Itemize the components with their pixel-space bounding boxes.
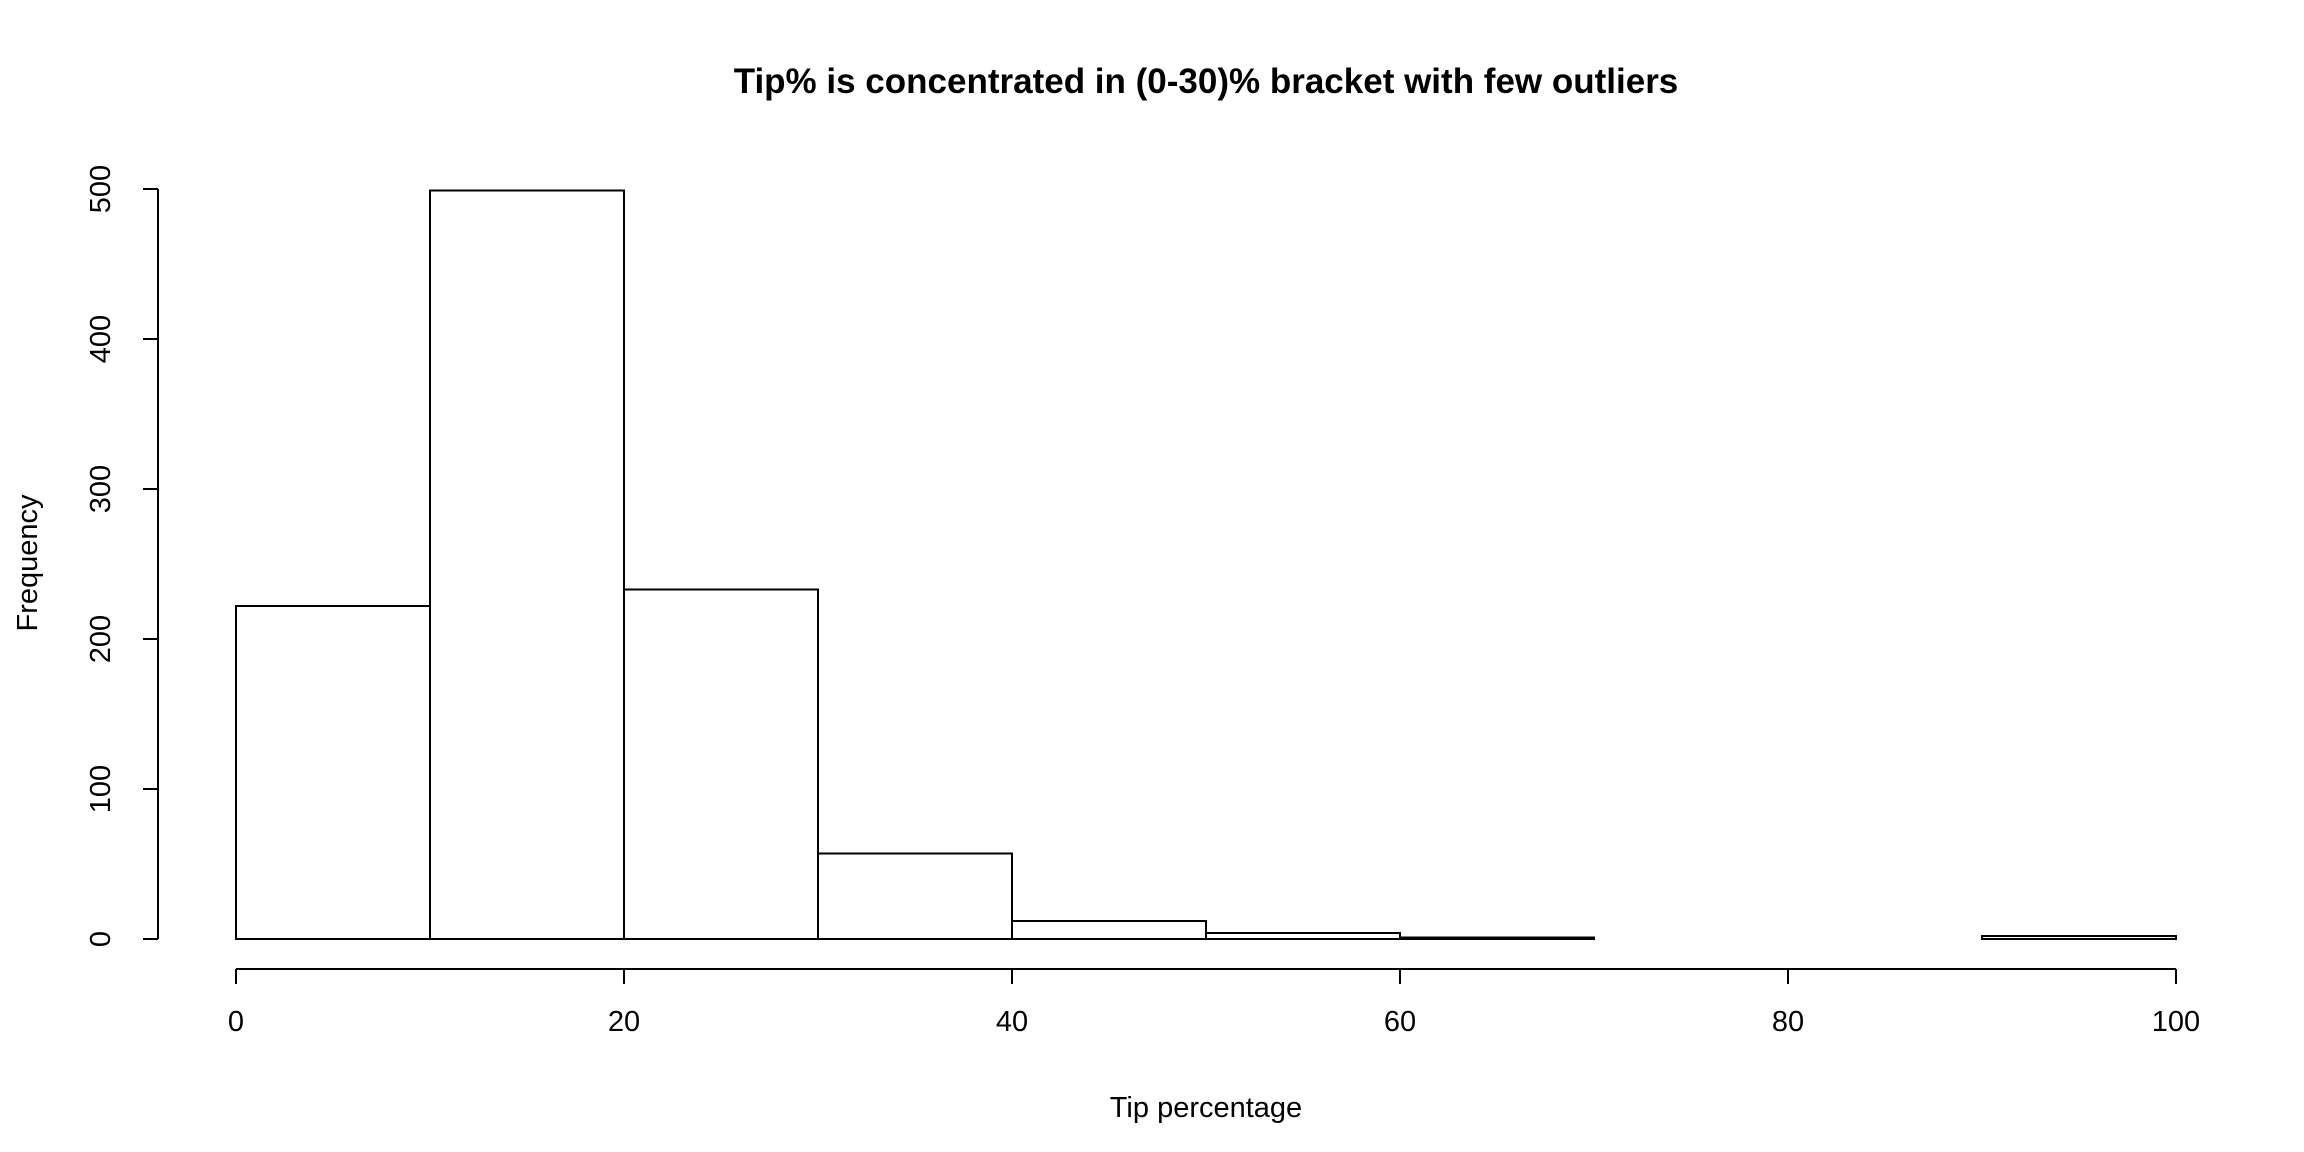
x-axis-title: Tip percentage xyxy=(1110,1092,1302,1124)
y-tick-label-3: 300 xyxy=(85,465,117,513)
x-tick-label-1: 20 xyxy=(608,1006,640,1038)
x-tick-label-2: 40 xyxy=(996,1006,1028,1038)
y-axis-title: Frequency xyxy=(12,494,44,632)
histogram-bar-0 xyxy=(235,605,431,940)
histogram-bar-2 xyxy=(623,588,819,940)
y-tick-label-4: 400 xyxy=(85,315,117,363)
histogram-bar-6 xyxy=(1399,936,1595,940)
histogram-bar-1 xyxy=(429,189,625,940)
y-axis: 0 100 200 300 400 500 xyxy=(85,165,159,947)
x-tick-label-4: 80 xyxy=(1772,1006,1804,1038)
bars-group xyxy=(235,189,2177,940)
chart-title: Tip% is concentrated in (0-30)% bracket … xyxy=(734,62,1679,101)
x-tick-label-0: 0 xyxy=(228,1006,244,1038)
x-tick-label-5: 100 xyxy=(2152,1006,2200,1038)
histogram-bar-3 xyxy=(817,852,1013,940)
y-tick-label-2: 200 xyxy=(85,615,117,663)
y-tick-label-1: 100 xyxy=(85,765,117,813)
y-tick-label-0: 0 xyxy=(85,931,117,947)
x-axis: 0 20 40 60 80 100 xyxy=(228,968,2200,1038)
histogram-bar-4 xyxy=(1011,920,1207,940)
histogram-bar-9 xyxy=(1981,935,2177,940)
y-tick-label-5: 500 xyxy=(85,165,117,213)
x-tick-label-3: 60 xyxy=(1384,1006,1416,1038)
histogram-bar-5 xyxy=(1205,932,1401,940)
